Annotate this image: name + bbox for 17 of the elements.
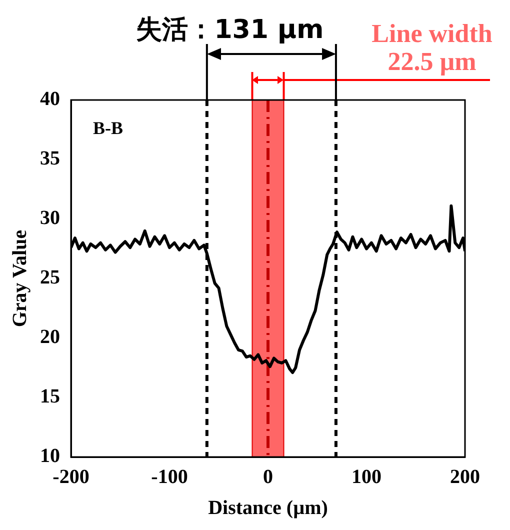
x-tick-label: -100 (151, 466, 188, 488)
annotation: B-B (93, 118, 124, 138)
x-tick-label: 0 (263, 466, 273, 488)
y-tick-label: 40 (40, 88, 60, 110)
x-tick-label: 100 (352, 466, 382, 488)
y-tick-label: 10 (40, 445, 60, 468)
y-tick-label: 30 (40, 207, 60, 230)
x-tick-label: 200 (450, 466, 480, 488)
x-tick-label: -200 (52, 466, 90, 488)
y-tick-label: 35 (40, 148, 60, 170)
band-label: Line width 22.5 µm (372, 19, 493, 76)
y-axis-title: Gray Value (9, 230, 32, 328)
x-axis-title: Distance (µm) (208, 497, 328, 520)
y-tick-label: 20 (40, 326, 60, 348)
y-tick-label: 15 (40, 386, 60, 408)
chart-title: 失活：131 µm (136, 15, 324, 45)
y-tick-label: 25 (40, 266, 60, 289)
